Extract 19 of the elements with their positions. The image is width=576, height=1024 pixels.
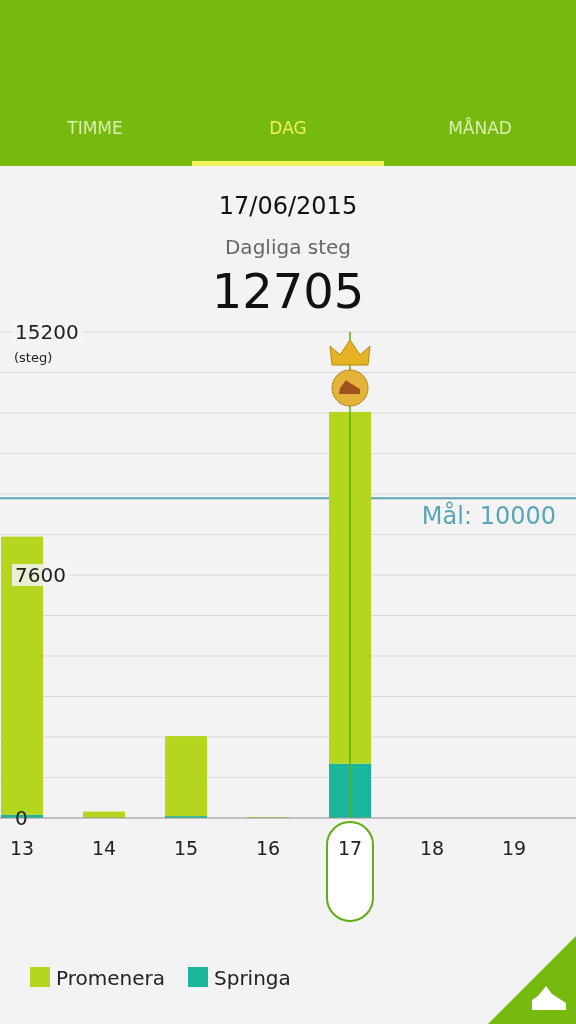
- x-tick-label: 17: [337, 837, 363, 859]
- legend-label: Promenera: [56, 966, 165, 990]
- ref-line-label: Mål: 10000: [421, 501, 556, 531]
- text: Dagliga steg: [224, 235, 352, 259]
- legend-label: Springa: [214, 966, 291, 990]
- x-tick-label: 19: [501, 837, 527, 859]
- x-tick-label: 14: [91, 837, 117, 859]
- text: DAG: [269, 118, 307, 138]
- x-tick-label: 15: [173, 837, 199, 859]
- text: TIMME: [66, 118, 123, 138]
- x-tick-label: 18: [419, 837, 445, 859]
- x-tick-label: 13: [9, 837, 35, 859]
- y-tick-label: 7600: [15, 563, 66, 587]
- y-axis-title: (steg): [14, 350, 53, 365]
- text: MÅNAD: [448, 117, 512, 138]
- x-tick-label: 16: [255, 837, 281, 859]
- y-tick-label: 15200: [15, 320, 79, 344]
- text: 17/06/2015: [218, 192, 358, 220]
- text: 12705: [211, 263, 365, 319]
